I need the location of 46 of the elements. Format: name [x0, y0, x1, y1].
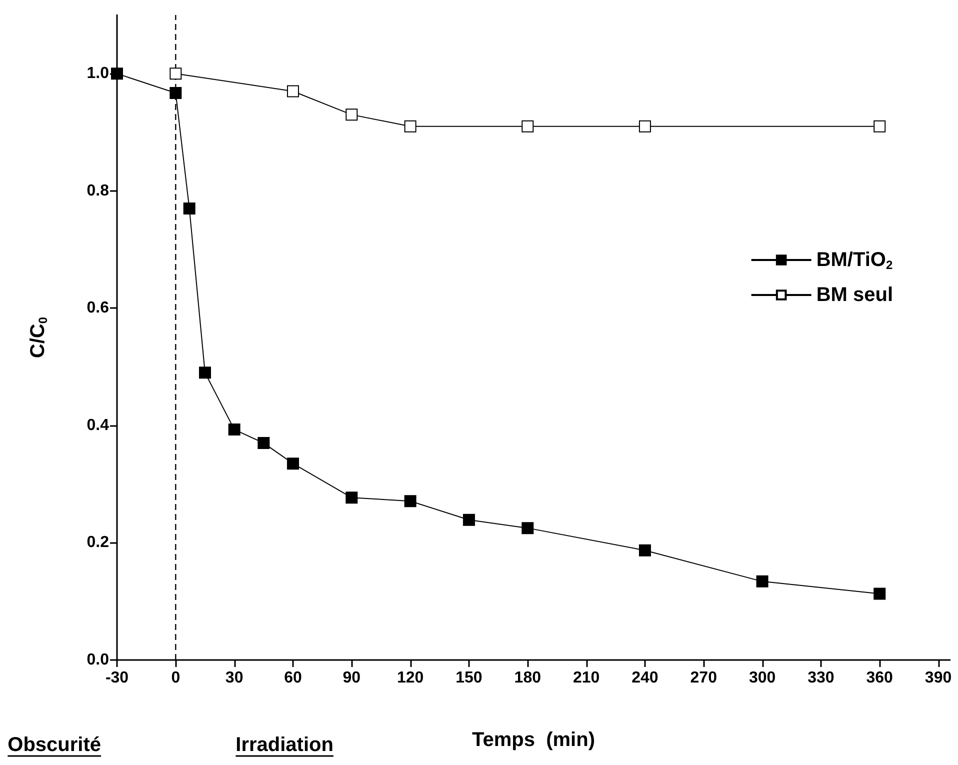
x-tick-label: 210 [572, 670, 600, 686]
point [346, 492, 358, 504]
x-tick-label: 120 [396, 670, 424, 686]
legend-label: BM seul [816, 284, 894, 306]
point [462, 514, 475, 526]
y-tick-label: 0.0 [86, 652, 110, 668]
text: Obscurité [8, 734, 102, 756]
point [874, 588, 886, 600]
x-tick-label: 360 [866, 670, 894, 686]
point [404, 495, 416, 508]
x-tick-label: 150 [456, 670, 482, 686]
point [874, 120, 886, 132]
x-axis-title: Temps (min) [472, 729, 595, 751]
text: Irradiation [236, 734, 334, 756]
point [756, 575, 768, 588]
y-tick-label: 0.4 [86, 416, 110, 434]
point [183, 202, 196, 214]
x-tick-label: 330 [808, 670, 834, 686]
point [404, 120, 416, 132]
x-tick-label: 270 [690, 670, 718, 686]
x-tick-label: 60 [284, 670, 302, 686]
y-tick-label: 1.0 [86, 65, 110, 82]
point [198, 366, 211, 379]
x-tick-label: 180 [514, 670, 542, 686]
y-tick-label: 0.8 [86, 182, 110, 200]
point [522, 120, 534, 132]
point [258, 437, 270, 450]
x-tick-label: 300 [748, 670, 776, 686]
point [346, 108, 358, 121]
y-tick-label: 0.6 [86, 300, 110, 317]
point [170, 86, 182, 99]
point [286, 85, 299, 98]
point [638, 120, 651, 132]
x-tick-label: 390 [924, 670, 952, 686]
x-tick-label: 90 [342, 670, 361, 686]
x-tick-label: 30 [225, 670, 244, 686]
y-tick-label: 0.2 [86, 534, 110, 552]
x-tick-label: -30 [105, 670, 129, 686]
x-tick-label: 0 [171, 670, 180, 686]
point [170, 68, 182, 80]
point [522, 522, 534, 534]
point [638, 544, 651, 556]
point [228, 424, 240, 436]
x-tick-label: 240 [632, 670, 658, 686]
point [286, 458, 299, 470]
y-axis-title: C/C0 [27, 316, 50, 358]
